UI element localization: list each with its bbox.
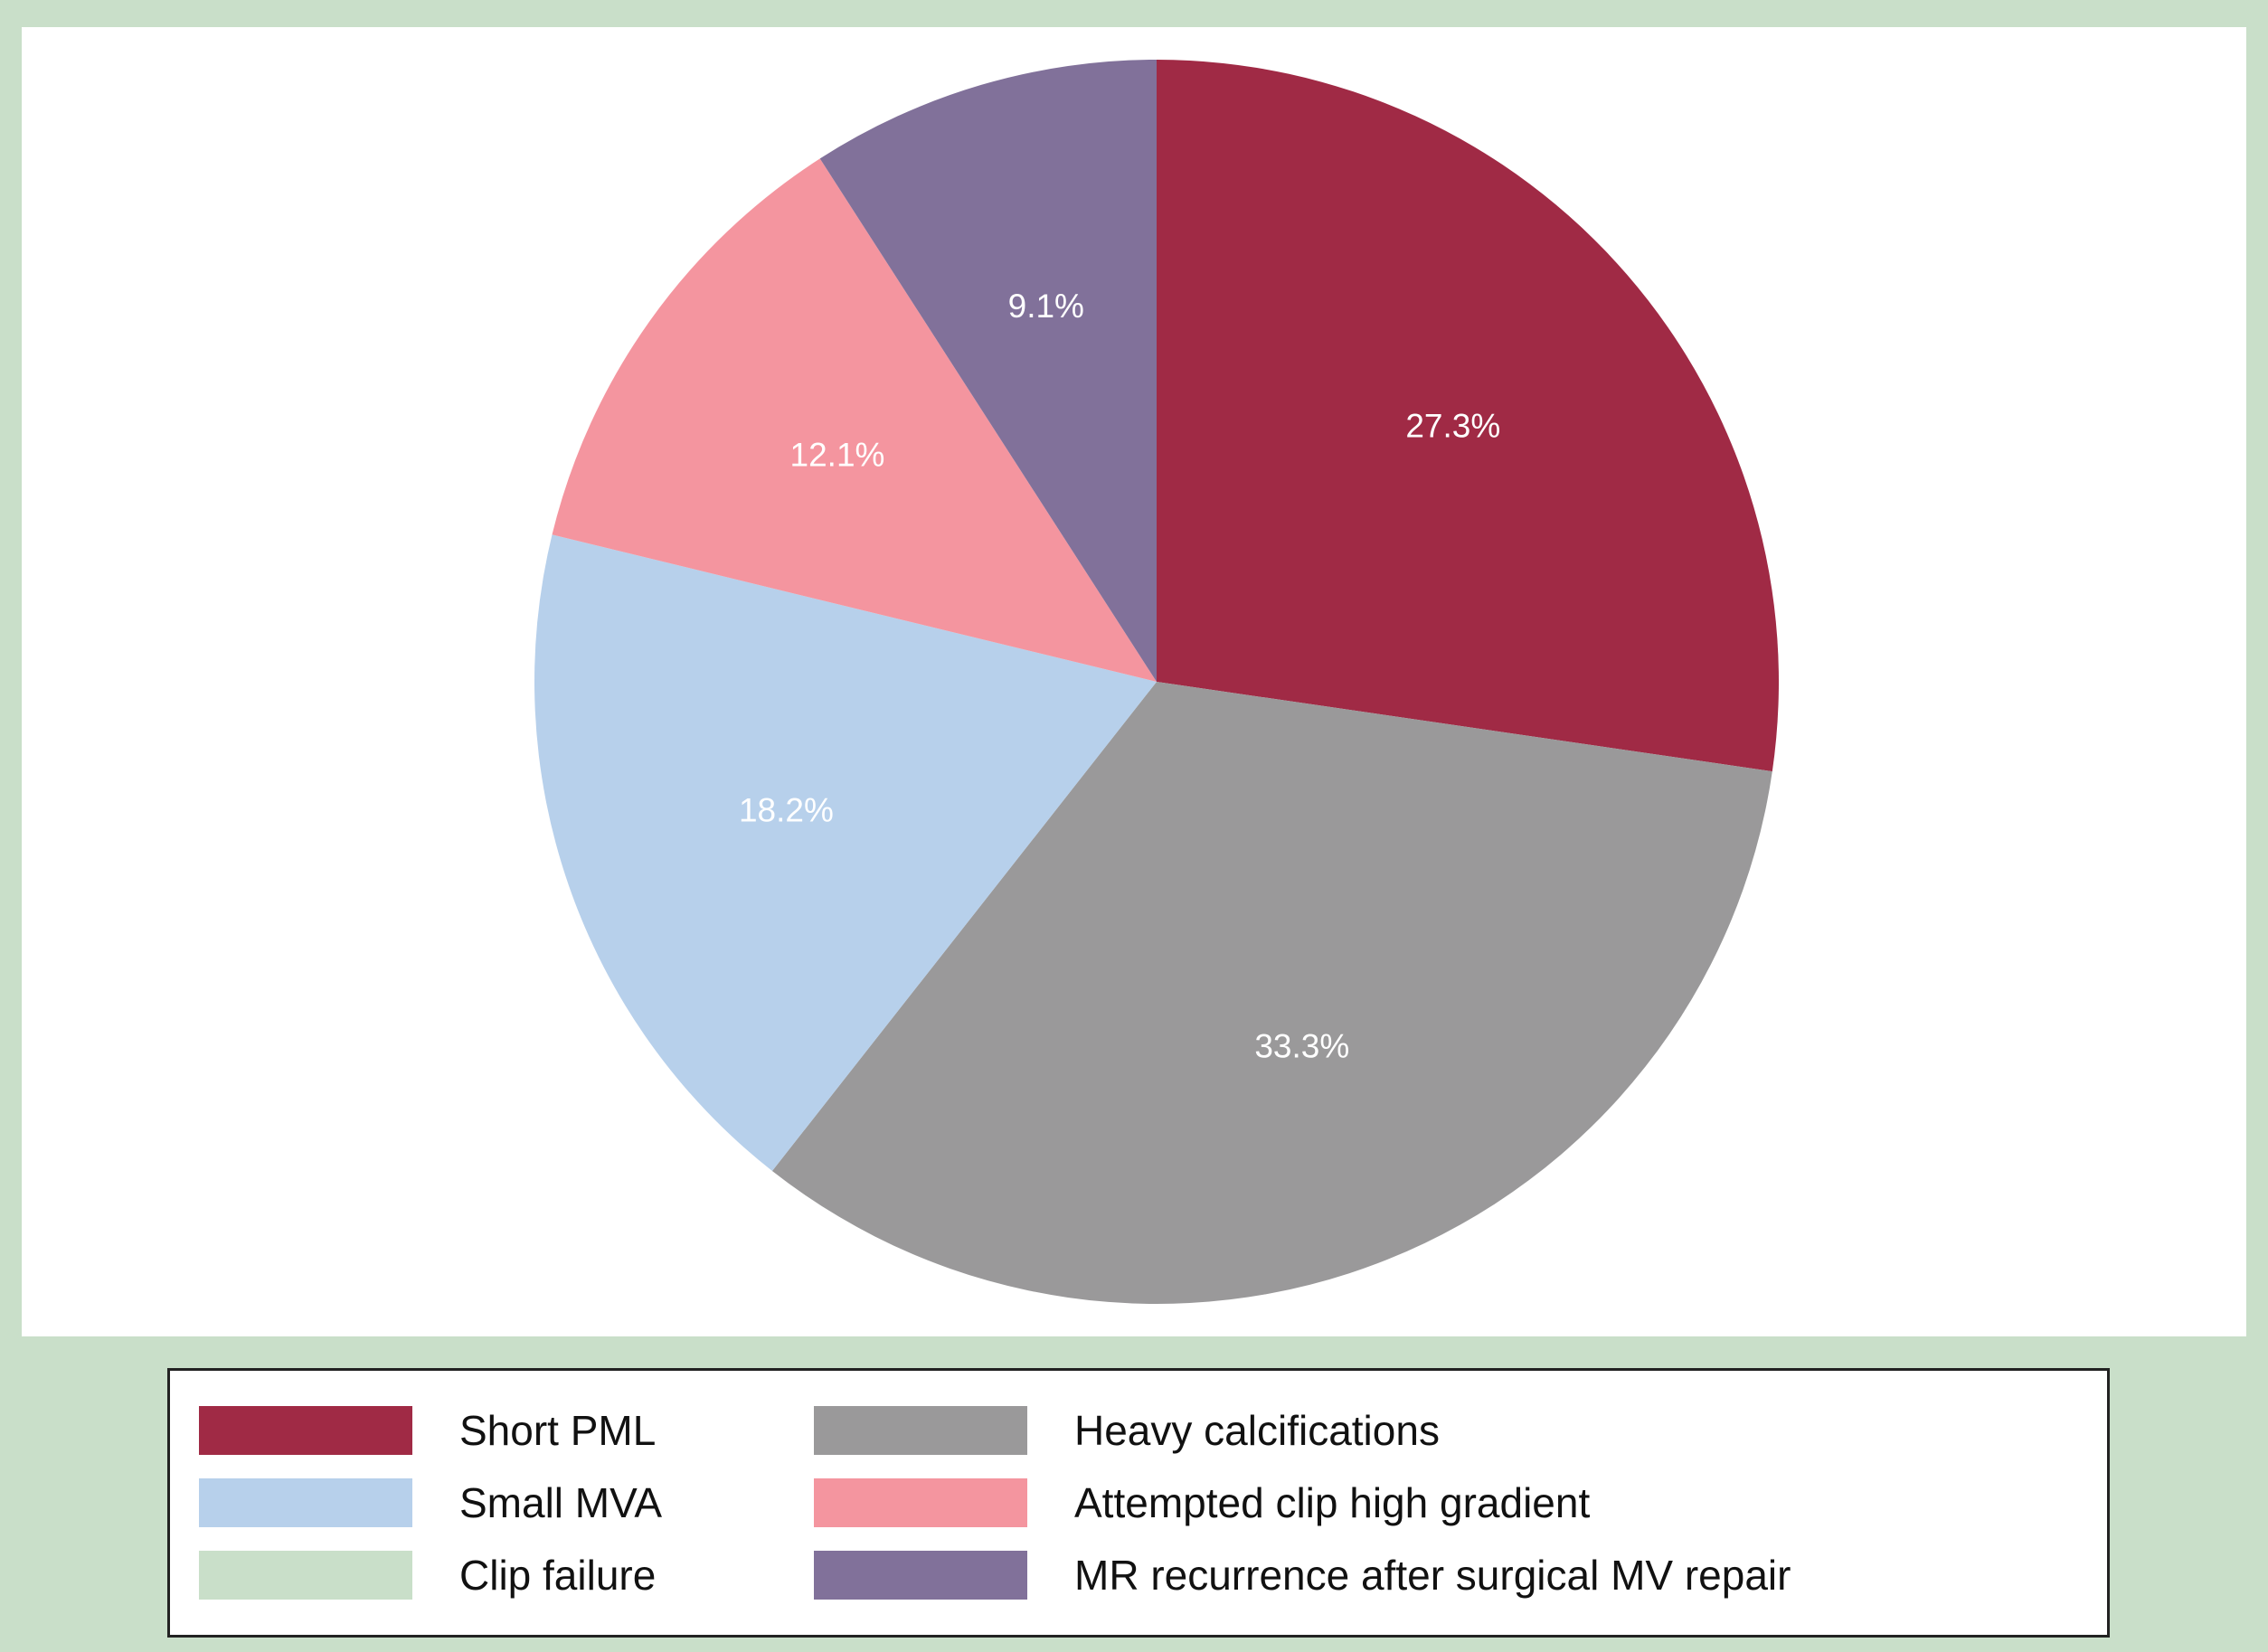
- legend-label: MR recurrence after surgical MV repair: [1074, 1552, 1791, 1599]
- legend-label: Clip failure: [459, 1552, 657, 1599]
- legend-label: Heavy calcifications: [1074, 1407, 1440, 1454]
- legend-swatch: [814, 1551, 1027, 1600]
- legend-item: Small MVA: [199, 1478, 814, 1527]
- legend-swatch: [814, 1478, 1027, 1527]
- legend-item: Attempted clip high gradient: [814, 1478, 2107, 1527]
- pie-slice-4: [819, 60, 1157, 682]
- legend-label: Short PML: [459, 1407, 657, 1454]
- legend-box: Short PML Small MVA Clip failure Heavy cal…: [167, 1368, 2110, 1638]
- legend-swatch: [199, 1551, 412, 1600]
- pie-slice-3: [552, 158, 1157, 683]
- pie-slice-label: 12.1%: [790, 437, 885, 474]
- legend-column-left: Short PML Small MVA Clip failure: [199, 1406, 814, 1600]
- pie-slice-label: 27.3%: [1405, 407, 1500, 444]
- legend-item: Heavy calcifications: [814, 1406, 2107, 1455]
- legend-swatch: [199, 1406, 412, 1455]
- pie-slice-label: 33.3%: [1254, 1028, 1349, 1065]
- legend-item: Short PML: [199, 1406, 814, 1455]
- legend-columns: Short PML Small MVA Clip failure Heavy cal…: [170, 1397, 2107, 1609]
- legend-item: Clip failure: [199, 1551, 814, 1600]
- pie-slice-label: 9.1%: [1008, 288, 1084, 325]
- legend-label: Small MVA: [459, 1479, 663, 1526]
- pie-slice-2: [534, 534, 1157, 1171]
- chart-panel: 27.3% 33.3% 18.2% 12.1% 9.1%: [22, 27, 2246, 1336]
- legend-swatch: [199, 1478, 412, 1527]
- pie-slice-1: [771, 682, 1772, 1304]
- legend-item: MR recurrence after surgical MV repair: [814, 1551, 2107, 1600]
- pie-chart: 27.3% 33.3% 18.2% 12.1% 9.1%: [534, 60, 1779, 1304]
- legend-swatch: [814, 1406, 1027, 1455]
- legend-column-right: Heavy calcifications Attempted clip high …: [814, 1406, 2107, 1600]
- legend-label: Attempted clip high gradient: [1074, 1479, 1591, 1526]
- pie-slice-label: 18.2%: [739, 792, 834, 829]
- pie-slice-0: [1157, 60, 1779, 772]
